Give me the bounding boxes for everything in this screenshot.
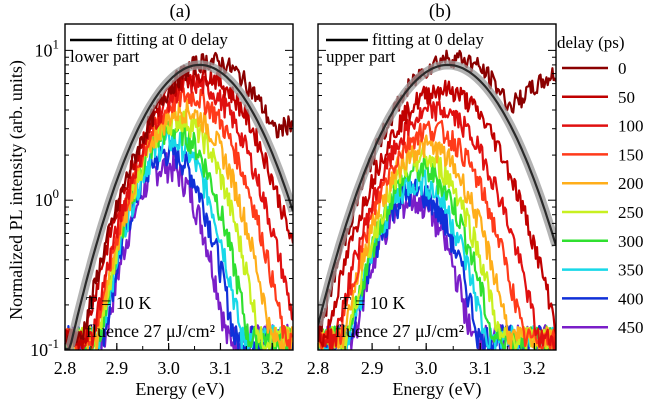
panel-a-temperature-text: T = 10 K <box>86 293 151 313</box>
panel-a-plot-area <box>65 51 293 350</box>
y-axis-title: Normalized PL intensity (arb. units) <box>6 60 27 320</box>
panel-a-series-0ps <box>65 51 293 350</box>
panel-b-x-tick-label-3.0: 3.0 <box>415 358 438 378</box>
panel-a-x-tick-label-3.1: 3.1 <box>209 358 232 378</box>
legend-title: delay (ps) <box>557 33 625 52</box>
legend-label-0: 0 <box>618 59 627 78</box>
y-tick-label-10-exponent: 1 <box>53 36 60 51</box>
panel-b-x-tick-label-2.8: 2.8 <box>307 358 330 378</box>
panel-b-fluence-text: fluence 27 μJ/cm² <box>335 321 464 341</box>
panel-a-series-50ps <box>65 64 293 350</box>
y-tick-label-10: 101 <box>35 36 60 60</box>
panel-b-temperature-text: T = 10 K <box>340 293 405 313</box>
panel-b-x-tick-label-2.9: 2.9 <box>361 358 384 378</box>
y-tick-label-0.1-base: 10 <box>30 340 48 360</box>
panel-a-fit-legend-label: fitting at 0 delay <box>116 30 228 49</box>
panel-b-fit-curve <box>318 63 556 326</box>
panel-b-series-50ps <box>318 79 556 348</box>
panel-a-curves <box>65 51 293 350</box>
legend-label-100: 100 <box>618 117 644 136</box>
legend-label-400: 400 <box>618 289 644 308</box>
panel-b: (b) fitting at 0 delay upper part T = 10… <box>307 1 557 400</box>
y-tick-label-1: 100 <box>35 186 60 210</box>
panel-a-label: (a) <box>169 1 190 22</box>
panel-b-series-100ps <box>318 100 556 350</box>
y-tick-label-10-base: 10 <box>35 40 53 60</box>
y-tick-label-1-exponent: 0 <box>53 186 60 201</box>
panel-b-fluence-value: fluence 27 μJ/cm² <box>335 321 464 341</box>
panel-b-series-200ps <box>318 134 556 350</box>
legend-label-300: 300 <box>618 232 644 251</box>
legend-items: 0 50 100 150 200 250 300 350 400 450 <box>562 59 644 337</box>
panel-b-x-tick-label-3.1: 3.1 <box>469 358 492 378</box>
panel-b-series-150ps <box>318 119 556 350</box>
panel-b-ticks: 2.8 2.9 3.0 3.1 3.2 <box>307 49 556 378</box>
panel-a-x-axis-title: Energy (eV) <box>135 379 224 400</box>
legend-label-200: 200 <box>618 174 644 193</box>
panel-b-plot-area <box>318 49 556 350</box>
legend-label-250: 250 <box>618 203 644 222</box>
delay-legend: delay (ps) 0 50 100 150 200 250 300 350 400 450 <box>557 33 644 337</box>
panel-a: (a) fitting at 0 delay lower part T = 10… <box>30 1 294 400</box>
panel-a-fit-curve <box>65 63 293 350</box>
legend-label-50: 50 <box>618 88 635 107</box>
panel-a-series-400ps <box>65 139 293 350</box>
panel-b-label: (b) <box>429 1 451 22</box>
panel-a-frame <box>64 23 294 351</box>
y-tick-label-0.1: 10-1 <box>30 336 59 360</box>
y-tick-label-0.1-exponent: -1 <box>48 336 59 351</box>
panel-a-x-tick-label-3.2: 3.2 <box>261 358 284 378</box>
legend-label-350: 350 <box>618 261 644 280</box>
legend-label-150: 150 <box>618 145 644 164</box>
panel-b-x-tick-label-3.2: 3.2 <box>523 358 546 378</box>
panel-a-region-label: lower part <box>70 47 140 66</box>
panel-a-x-tick-label-2.8: 2.8 <box>54 358 77 378</box>
panel-b-region-label: upper part <box>326 47 396 66</box>
panel-a-fluence-text: fluence 27 μJ/cm² <box>86 321 215 341</box>
panel-a-x-tick-label-2.9: 2.9 <box>106 358 129 378</box>
panel-b-x-axis-title: Energy (eV) <box>392 379 481 400</box>
panel-b-curves <box>318 49 556 350</box>
y-tick-label-1-base: 10 <box>35 190 53 210</box>
panel-b-frame <box>317 23 557 351</box>
panel-a-x-tick-label-3.0: 3.0 <box>157 358 180 378</box>
panel-b-fit-legend-label: fitting at 0 delay <box>372 30 484 49</box>
panel-a-fluence-value: fluence 27 μJ/cm² <box>86 321 215 341</box>
legend-label-450: 450 <box>618 318 644 337</box>
